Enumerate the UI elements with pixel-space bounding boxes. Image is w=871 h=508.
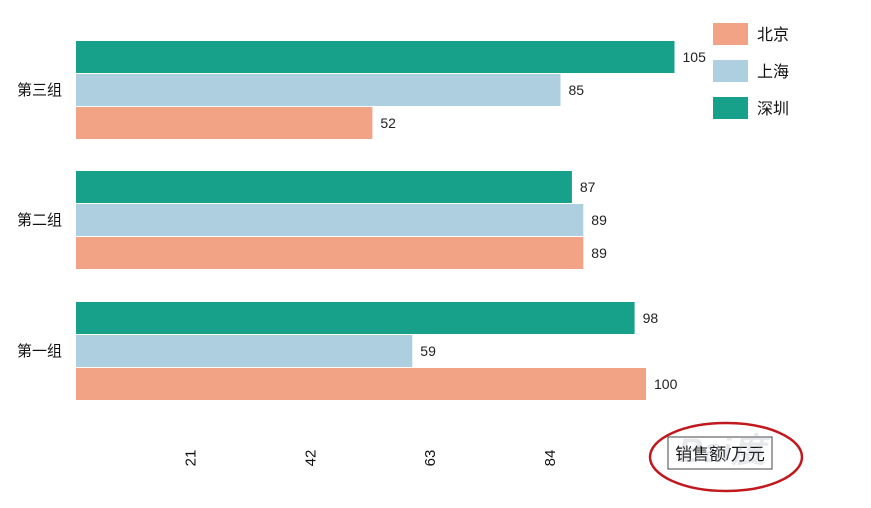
axis-layer: 第一组 第二组 第三组 21 42 63 84	[17, 81, 559, 466]
unit-label-frame	[667, 436, 773, 470]
category-label: 第三组	[17, 81, 62, 99]
legend-swatch	[713, 97, 748, 119]
bar-series-0-cat-0	[76, 368, 646, 400]
bar-series-1-cat-0	[76, 335, 413, 367]
labels-layer: 98 59 100 87 89 89 105 85 52	[380, 49, 706, 392]
bars-layer	[76, 41, 675, 400]
watermark-logo: Bai度	[679, 432, 772, 470]
legend-swatch	[713, 60, 748, 82]
bar-series-0-cat-1	[76, 237, 584, 269]
bar-series-2-cat-0	[76, 302, 635, 334]
annotation-circle	[648, 421, 804, 493]
legend-swatch	[713, 23, 748, 45]
bar-series-2-cat-1	[76, 171, 572, 203]
category-label: 第一组	[17, 342, 62, 360]
x-tick-label: 63	[422, 450, 439, 467]
data-label: 89	[591, 212, 607, 228]
bar-series-2-cat-2	[76, 41, 675, 73]
data-label: 100	[654, 376, 678, 392]
data-label: 89	[591, 245, 607, 261]
x-tick-label: 21	[183, 450, 200, 467]
category-label: 第二组	[17, 211, 62, 229]
data-label: 87	[580, 179, 596, 195]
legend-label: 深圳	[757, 100, 789, 118]
bar-series-1-cat-2	[76, 74, 561, 106]
legend-label: 北京	[757, 26, 789, 44]
unit-label-box: 销售额/万元 Bai度	[648, 421, 804, 493]
bar-series-0-cat-2	[76, 107, 373, 139]
bar-series-1-cat-1	[76, 204, 584, 236]
unit-label: 销售额/万元	[675, 445, 765, 464]
data-label: 52	[380, 115, 396, 131]
data-label: 98	[643, 310, 659, 326]
data-label: 59	[420, 343, 436, 359]
data-label: 105	[683, 49, 707, 65]
legend-label: 上海	[757, 63, 789, 81]
x-tick-label: 84	[542, 450, 559, 467]
data-label: 85	[569, 82, 585, 98]
x-tick-label: 42	[302, 450, 319, 467]
